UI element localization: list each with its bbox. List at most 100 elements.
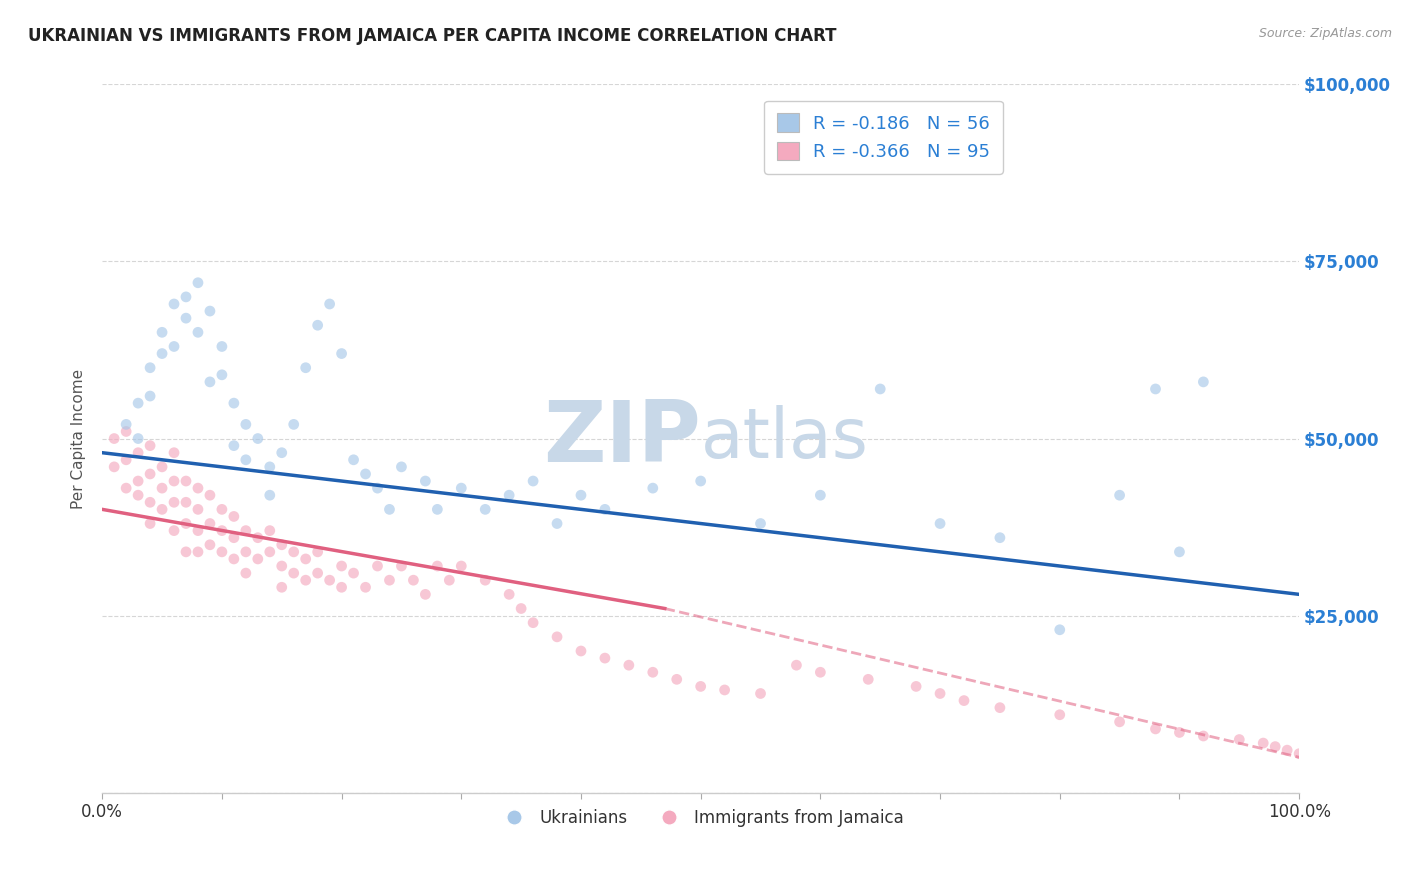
Point	[150, 481, 173, 495]
Point	[330, 559, 353, 574]
Point	[211, 545, 233, 559]
Point	[1251, 736, 1274, 750]
Point	[1264, 739, 1286, 754]
Point	[307, 545, 329, 559]
Point	[174, 545, 197, 559]
Point	[115, 417, 138, 432]
Point	[174, 474, 197, 488]
Point	[235, 545, 257, 559]
Point	[450, 481, 472, 495]
Point	[150, 459, 173, 474]
Point	[259, 459, 281, 474]
Point	[246, 552, 269, 566]
Point	[415, 587, 437, 601]
Legend: Ukrainians, Immigrants from Jamaica: Ukrainians, Immigrants from Jamaica	[491, 803, 911, 834]
Point	[318, 573, 340, 587]
Point	[953, 693, 976, 707]
Point	[569, 644, 592, 658]
Point	[522, 615, 544, 630]
Point	[187, 545, 209, 559]
Point	[1108, 714, 1130, 729]
Point	[426, 502, 449, 516]
Point	[808, 665, 831, 680]
Point	[498, 587, 520, 601]
Point	[211, 368, 233, 382]
Text: UKRAINIAN VS IMMIGRANTS FROM JAMAICA PER CAPITA INCOME CORRELATION CHART: UKRAINIAN VS IMMIGRANTS FROM JAMAICA PER…	[28, 27, 837, 45]
Point	[211, 502, 233, 516]
Point	[294, 573, 316, 587]
Point	[150, 502, 173, 516]
Point	[222, 439, 245, 453]
Point	[1192, 375, 1215, 389]
Point	[294, 360, 316, 375]
Point	[593, 651, 616, 665]
Point	[510, 601, 533, 615]
Point	[929, 516, 952, 531]
Point	[474, 502, 496, 516]
Point	[235, 524, 257, 538]
Point	[1144, 722, 1167, 736]
Point	[270, 580, 292, 594]
Point	[163, 524, 186, 538]
Point	[246, 432, 269, 446]
Point	[163, 474, 186, 488]
Point	[235, 452, 257, 467]
Point	[222, 396, 245, 410]
Point	[150, 346, 173, 360]
Point	[391, 459, 413, 474]
Point	[115, 452, 138, 467]
Point	[391, 559, 413, 574]
Point	[235, 417, 257, 432]
Point	[689, 474, 711, 488]
Point	[1288, 747, 1310, 761]
Point	[222, 531, 245, 545]
Point	[174, 290, 197, 304]
Point	[1108, 488, 1130, 502]
Y-axis label: Per Capita Income: Per Capita Income	[72, 368, 86, 508]
Point	[307, 318, 329, 333]
Point	[150, 326, 173, 340]
Point	[378, 502, 401, 516]
Point	[1275, 743, 1298, 757]
Point	[198, 538, 221, 552]
Point	[259, 545, 281, 559]
Point	[270, 559, 292, 574]
Point	[211, 524, 233, 538]
Point	[988, 531, 1011, 545]
Point	[354, 467, 377, 481]
Point	[187, 524, 209, 538]
Point	[713, 683, 735, 698]
Point	[929, 686, 952, 700]
Point	[211, 339, 233, 353]
Point	[450, 559, 472, 574]
Point	[330, 346, 353, 360]
Point	[235, 566, 257, 580]
Point	[270, 538, 292, 552]
Point	[366, 481, 388, 495]
Point	[222, 509, 245, 524]
Point	[689, 680, 711, 694]
Point	[270, 446, 292, 460]
Point	[127, 396, 149, 410]
Point	[1168, 725, 1191, 739]
Point	[366, 559, 388, 574]
Point	[1192, 729, 1215, 743]
Point	[426, 559, 449, 574]
Point	[415, 474, 437, 488]
Point	[163, 339, 186, 353]
Point	[246, 531, 269, 545]
Point	[641, 665, 664, 680]
Point	[198, 304, 221, 318]
Point	[115, 425, 138, 439]
Point	[174, 495, 197, 509]
Text: atlas: atlas	[700, 405, 869, 472]
Point	[127, 432, 149, 446]
Point	[988, 700, 1011, 714]
Text: ZIP: ZIP	[543, 397, 700, 480]
Point	[869, 382, 891, 396]
Point	[546, 516, 568, 531]
Point	[163, 495, 186, 509]
Point	[198, 488, 221, 502]
Point	[127, 474, 149, 488]
Point	[139, 360, 162, 375]
